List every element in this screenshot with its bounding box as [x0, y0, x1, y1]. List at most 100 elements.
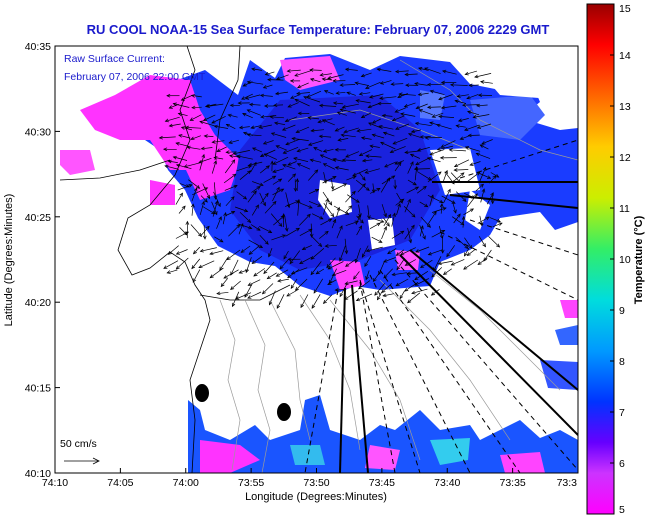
current-vector-head [296, 163, 302, 167]
current-vector-head [213, 160, 217, 165]
current-vector [395, 70, 409, 73]
current-vector [310, 248, 325, 260]
current-vector-head [418, 67, 423, 71]
current-vector-head [324, 244, 329, 248]
figure-title: RU COOL NOAA-15 Sea Surface Temperature:… [87, 22, 550, 37]
current-vector-head [226, 256, 231, 261]
current-vector [228, 114, 238, 118]
current-vector-head [213, 124, 218, 129]
current-vector-head [300, 303, 305, 309]
current-vector [165, 116, 180, 122]
current-vector-head [359, 219, 364, 224]
current-vector [361, 112, 372, 118]
current-vector-head [319, 154, 325, 158]
current-vector-head [191, 203, 195, 208]
current-vector-head [231, 302, 236, 308]
current-vector-head [287, 257, 292, 262]
current-vector-head [352, 175, 357, 180]
current-vector [200, 247, 217, 252]
current-vector [432, 112, 444, 118]
current-vector [339, 283, 348, 297]
current-vector [467, 171, 481, 182]
current-vector [252, 181, 264, 186]
current-vector [219, 257, 229, 271]
current-vector-head [376, 67, 381, 72]
current-vector [407, 179, 417, 186]
x-tick-label: 73:50 [303, 477, 329, 489]
current-vector [341, 134, 356, 138]
current-vector-head [454, 99, 459, 104]
current-vector-head [284, 227, 289, 232]
current-vector-head [442, 69, 447, 74]
current-vector [462, 216, 465, 228]
current-vector-head [461, 215, 466, 221]
current-vector [378, 260, 386, 275]
current-vector-head [313, 147, 318, 151]
current-vector [380, 177, 391, 193]
current-vector [239, 170, 251, 180]
current-vector-head [209, 251, 214, 256]
current-vector [291, 267, 308, 274]
current-vector-head [200, 146, 205, 151]
current-vector [297, 147, 309, 152]
current-vector-head [371, 189, 376, 194]
current-vector-head [424, 203, 429, 208]
current-vector [236, 191, 247, 200]
current-vector-head [199, 248, 204, 253]
current-vector-head [414, 276, 419, 281]
current-vector [481, 139, 493, 145]
current-vector-head [230, 286, 235, 291]
current-vector [404, 102, 416, 108]
current-vector-head [344, 250, 349, 255]
current-vector [283, 250, 289, 260]
current-legend-line1: Raw Surface Current: [64, 53, 165, 65]
current-vector-head [409, 153, 415, 158]
current-vector [235, 292, 252, 300]
current-vector [416, 103, 428, 109]
current-vector-head [303, 95, 308, 100]
current-vector [308, 117, 320, 120]
current-vector [345, 280, 358, 285]
current-vector-head [418, 109, 423, 113]
current-vector-head [264, 72, 269, 76]
current-vector [415, 122, 432, 127]
current-vector [420, 136, 431, 138]
current-vector-head [427, 251, 432, 256]
current-vector-head [332, 101, 338, 105]
current-vector-head [293, 187, 298, 192]
current-vector-head [365, 85, 370, 89]
current-vector [320, 154, 337, 162]
current-vector [383, 268, 393, 279]
current-vector [477, 216, 490, 224]
current-vector-head [369, 94, 374, 99]
current-vector [479, 173, 491, 179]
current-vector-head [424, 135, 429, 140]
current-vector [287, 161, 297, 166]
current-vector [239, 269, 249, 274]
current-vector-head [289, 260, 294, 265]
current-vector [216, 146, 227, 152]
current-vector [407, 272, 418, 274]
current-vector [383, 257, 396, 263]
current-vector [453, 213, 461, 224]
current-vector-head [168, 123, 173, 128]
current-vector-head [422, 185, 427, 190]
current-vector [462, 104, 479, 106]
current-vector-head [164, 164, 169, 169]
current-vector [426, 211, 437, 226]
current-vector-head [492, 175, 497, 180]
current-vector-head [272, 200, 277, 205]
current-vector-head [348, 205, 353, 210]
current-vector [259, 192, 266, 206]
y-tick-label: 40:25 [25, 212, 51, 224]
current-vector-head [220, 283, 225, 288]
current-vector-head [439, 155, 444, 160]
current-vector-head [180, 126, 186, 130]
current-vector [335, 126, 345, 132]
current-vector-head [248, 251, 253, 255]
colorbar-tick-label: 13 [619, 101, 631, 113]
current-vector-head [335, 91, 340, 95]
current-vector-head [439, 202, 444, 208]
current-vector-head [259, 153, 265, 157]
current-vector [427, 171, 442, 183]
